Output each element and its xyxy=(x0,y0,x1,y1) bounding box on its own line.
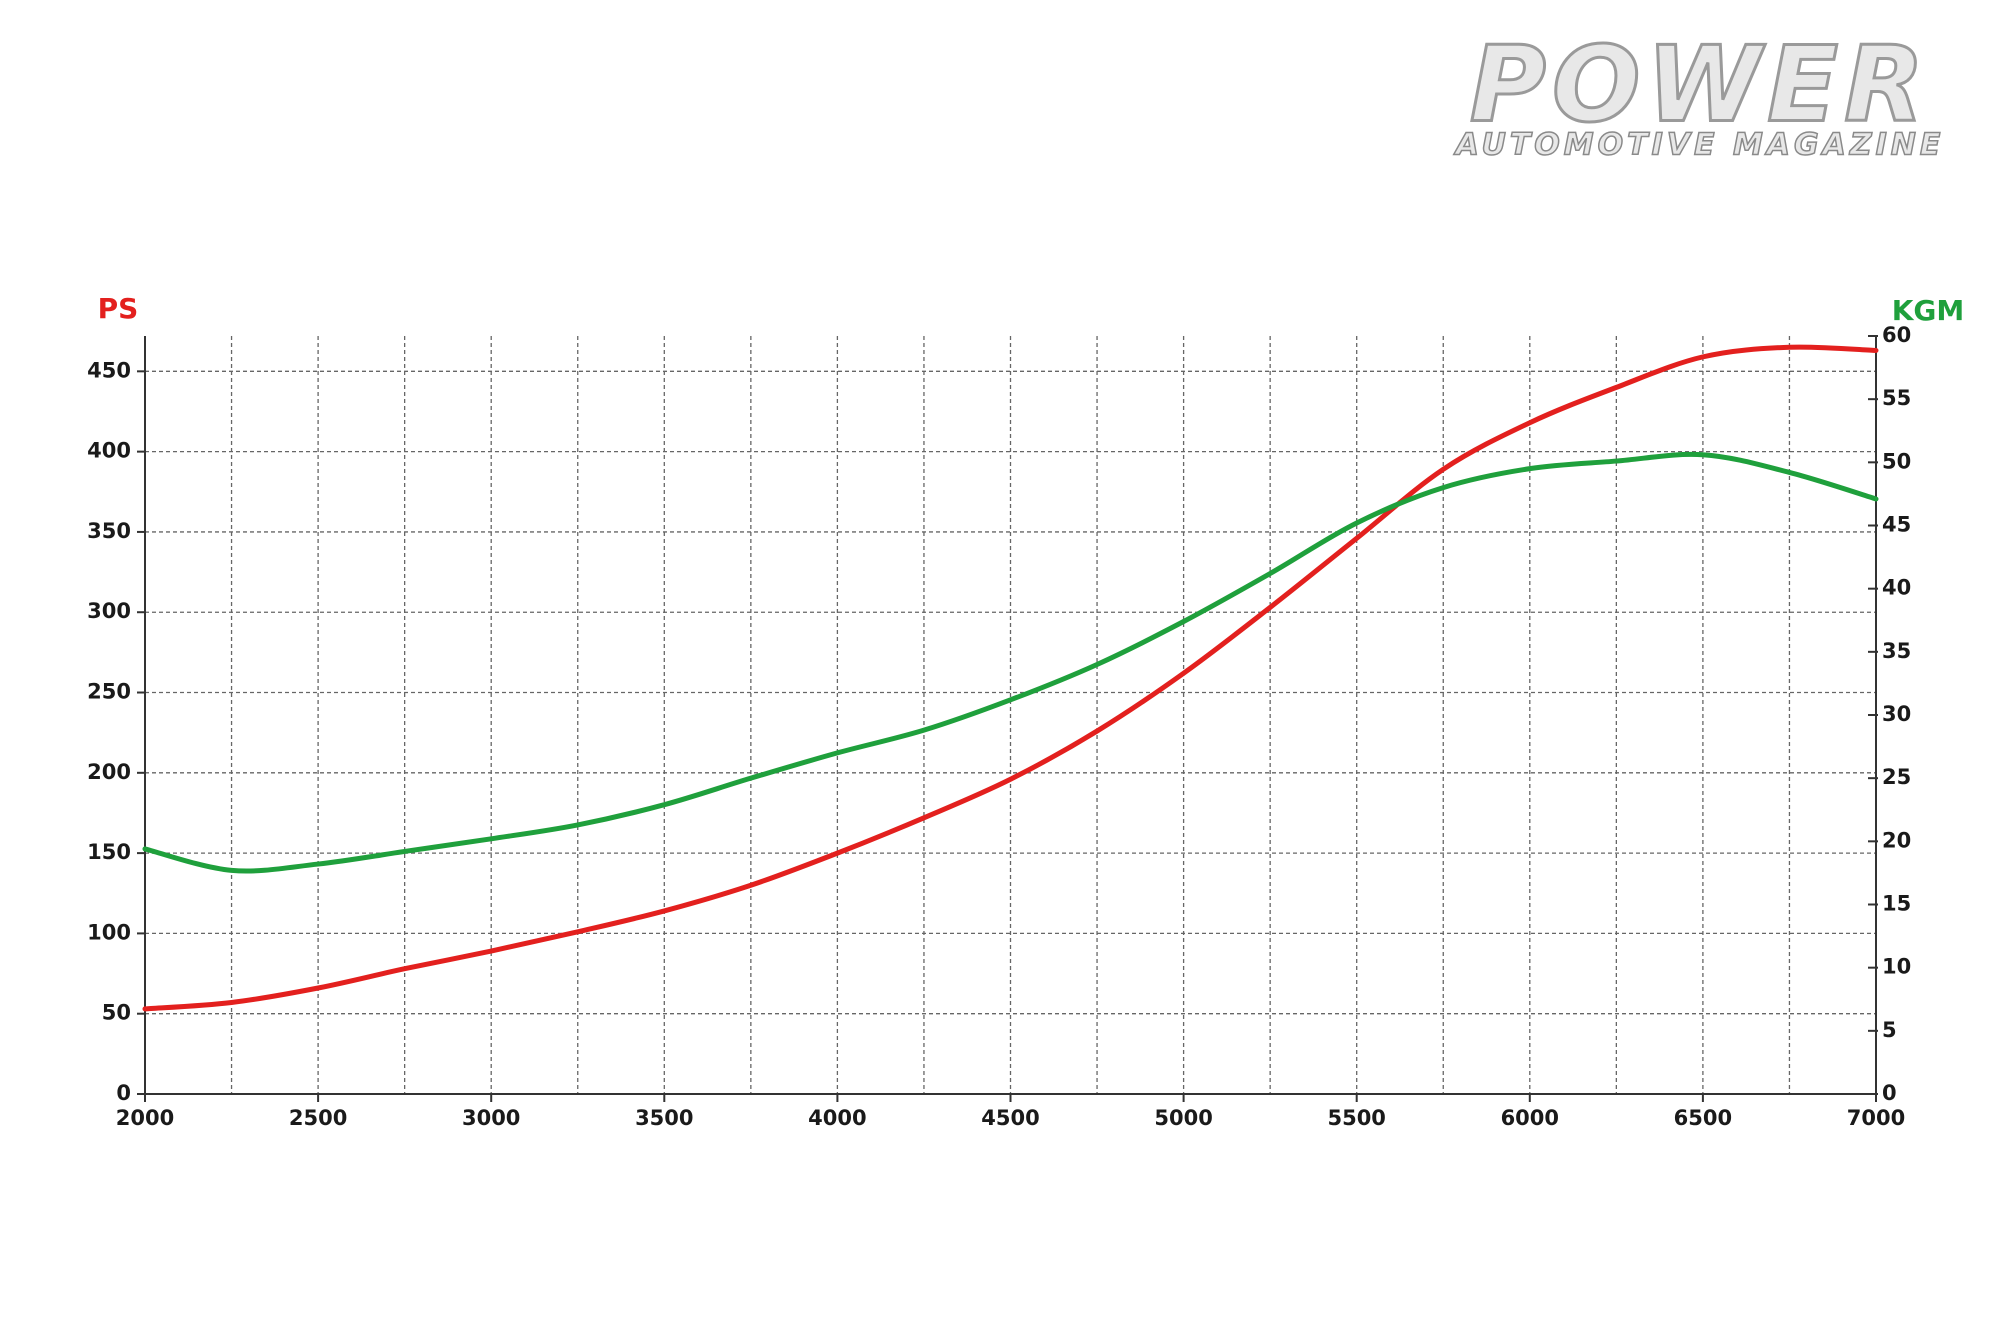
series-line xyxy=(142,344,1879,1012)
x-tick-label: 7000 xyxy=(1847,1106,1905,1130)
y2-tick-label: 60 xyxy=(1882,323,1911,347)
logo-tagline: AUTOMOTIVE MAGAZINE xyxy=(1454,128,1945,163)
y-tick-label: 150 xyxy=(87,840,131,864)
x-tick-label: 6000 xyxy=(1501,1106,1559,1130)
y-tick-label: 250 xyxy=(87,680,131,704)
y-tick-label: 200 xyxy=(87,760,131,784)
y-tick-label: 0 xyxy=(116,1081,131,1105)
y2-tick-label: 50 xyxy=(1882,449,1911,473)
y2-tick-label: 0 xyxy=(1882,1081,1897,1105)
y-tick-label: 100 xyxy=(87,920,131,944)
y2-tick-label: 25 xyxy=(1882,765,1911,789)
x-tick-label: 3000 xyxy=(462,1106,520,1130)
x-tick-label: 2500 xyxy=(289,1106,347,1130)
y-tick-label: 400 xyxy=(87,439,131,463)
x-tick-label: 3500 xyxy=(635,1106,693,1130)
x-tick-label: 5500 xyxy=(1327,1106,1385,1130)
y2-tick-label: 55 xyxy=(1882,386,1911,410)
y2-tick-label: 5 xyxy=(1882,1018,1897,1042)
logo: POWER AUTOMOTIVE MAGAZINE xyxy=(1453,22,1945,163)
y-tick-label: 450 xyxy=(87,358,131,382)
x-tick-label: 5000 xyxy=(1154,1106,1212,1130)
series-line xyxy=(142,451,1879,874)
x-tick-label: 6500 xyxy=(1674,1106,1732,1130)
y2-tick-label: 30 xyxy=(1882,702,1911,726)
y2-tick-label: 15 xyxy=(1882,892,1911,916)
x-tick-label: 4000 xyxy=(808,1106,866,1130)
y-tick-label: 50 xyxy=(102,1001,131,1025)
y2-tick-label: 35 xyxy=(1882,639,1911,663)
y2-tick-label: 10 xyxy=(1882,955,1911,979)
y2-tick-label: 40 xyxy=(1882,576,1911,600)
y-axis-label: PS xyxy=(98,292,139,325)
y-tick-label: 350 xyxy=(87,519,131,543)
y2-tick-label: 45 xyxy=(1882,513,1911,537)
y-tick-label: 300 xyxy=(87,599,131,623)
x-tick-label: 4500 xyxy=(981,1106,1039,1130)
y2-axis-label: KGM xyxy=(1892,294,1965,327)
x-tick-label: 2000 xyxy=(116,1106,174,1130)
y2-tick-label: 20 xyxy=(1882,828,1911,852)
logo-name: POWER xyxy=(1470,23,1930,145)
